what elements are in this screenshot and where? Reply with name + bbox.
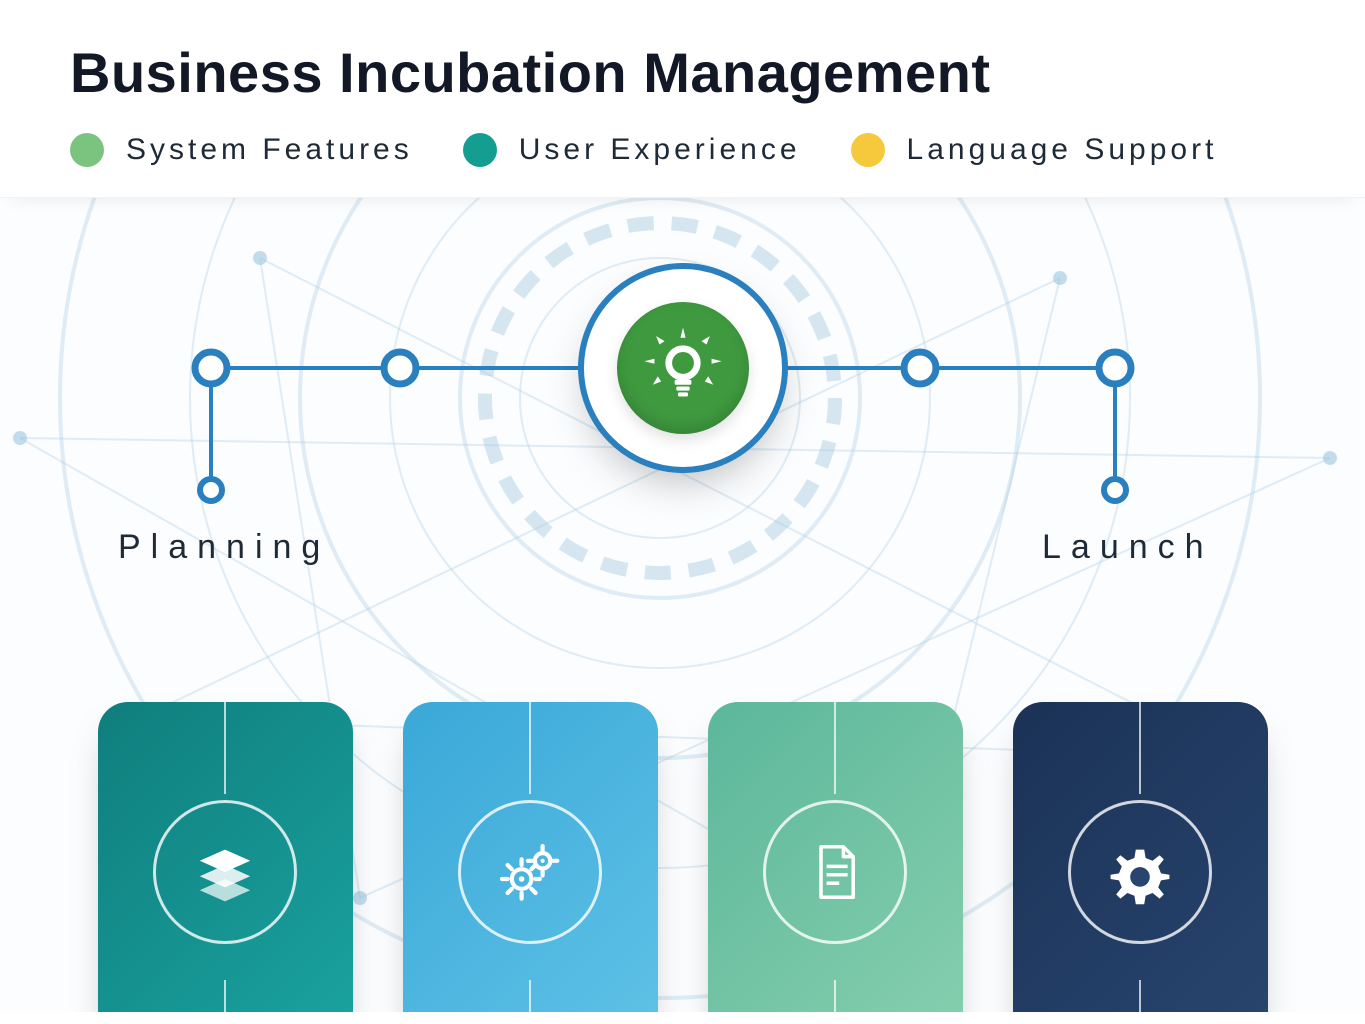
document-icon	[800, 837, 870, 907]
legend-label: User Experience	[519, 133, 801, 167]
phase-label-planning: Planning	[118, 528, 330, 567]
card-process	[403, 702, 658, 1012]
legend-label: Language Support	[907, 133, 1218, 167]
legend-item-language-support: Language Support	[851, 133, 1218, 167]
lightbulb-radiate-icon	[641, 326, 725, 410]
legend: System Features User Experience Language…	[70, 133, 1295, 167]
legend-dot-icon	[851, 133, 885, 167]
card-icon-ring	[1068, 800, 1212, 944]
hub-circle	[578, 263, 788, 473]
diagram-canvas: Planning Launch	[0, 198, 1365, 1012]
card-document	[708, 702, 963, 1012]
legend-item-user-experience: User Experience	[463, 133, 801, 167]
header: Business Incubation Management System Fe…	[0, 0, 1365, 198]
card-icon-ring	[763, 800, 907, 944]
card-icon-ring	[458, 800, 602, 944]
legend-label: System Features	[126, 133, 413, 167]
card-icon-ring	[153, 800, 297, 944]
hub-inner-circle	[617, 302, 749, 434]
stack-layers-icon	[190, 837, 260, 907]
legend-dot-icon	[463, 133, 497, 167]
phase-label-launch: Launch	[1042, 528, 1214, 567]
legend-item-system-features: System Features	[70, 133, 413, 167]
cards-row	[0, 702, 1365, 1012]
card-launch	[1013, 702, 1268, 1012]
page-title: Business Incubation Management	[70, 40, 1295, 105]
gear-icon	[1105, 837, 1175, 907]
card-planning	[98, 702, 353, 1012]
legend-dot-icon	[70, 133, 104, 167]
gears-icon	[495, 837, 565, 907]
